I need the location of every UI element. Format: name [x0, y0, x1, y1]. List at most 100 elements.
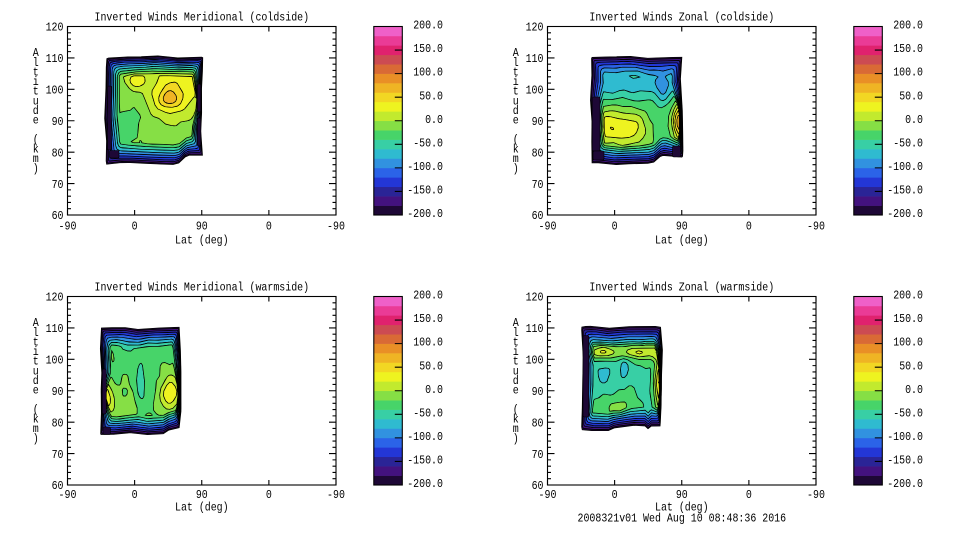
svg-text:120: 120	[46, 21, 64, 35]
svg-text:150.0: 150.0	[413, 312, 443, 326]
svg-text:l: l	[33, 326, 39, 340]
svg-text:80: 80	[52, 416, 64, 430]
svg-text:Lat (deg): Lat (deg)	[655, 234, 709, 248]
svg-text:-90: -90	[59, 220, 77, 234]
svg-text:-150.0: -150.0	[887, 454, 923, 468]
svg-text:90: 90	[196, 488, 208, 502]
svg-text:90: 90	[676, 220, 688, 234]
svg-text:50.0: 50.0	[899, 89, 923, 103]
svg-text:k: k	[33, 413, 39, 427]
svg-text:l: l	[513, 326, 519, 340]
svg-text:d: d	[513, 104, 519, 118]
svg-text:90: 90	[532, 385, 544, 399]
svg-text:t: t	[513, 85, 519, 99]
svg-text:-150.0: -150.0	[887, 184, 923, 198]
svg-text:50.0: 50.0	[419, 359, 443, 373]
svg-text:80: 80	[532, 146, 544, 160]
svg-text:60: 60	[52, 209, 64, 223]
svg-text:-200.0: -200.0	[407, 477, 443, 491]
svg-text:60: 60	[532, 479, 544, 493]
svg-text:50.0: 50.0	[419, 89, 443, 103]
svg-text:110: 110	[46, 52, 64, 66]
svg-text:100: 100	[46, 84, 64, 98]
svg-text:e: e	[513, 384, 519, 398]
svg-text:70: 70	[52, 448, 64, 462]
svg-text:200.0: 200.0	[893, 289, 923, 303]
svg-text:l: l	[33, 56, 39, 70]
svg-text:90: 90	[532, 115, 544, 129]
svg-text:70: 70	[532, 448, 544, 462]
svg-text:90: 90	[52, 115, 64, 129]
svg-text:60: 60	[532, 209, 544, 223]
svg-text:i: i	[513, 75, 519, 89]
svg-text:0: 0	[746, 488, 752, 502]
svg-text:-50.0: -50.0	[413, 406, 443, 420]
svg-text:Inverted Winds Zonal (coldside: Inverted Winds Zonal (coldside)	[589, 10, 774, 24]
svg-text:70: 70	[52, 178, 64, 192]
svg-text:-100.0: -100.0	[887, 430, 923, 444]
svg-text:0: 0	[132, 488, 138, 502]
svg-text:i: i	[513, 345, 519, 359]
svg-text:d: d	[33, 374, 39, 388]
svg-text:A: A	[513, 46, 519, 60]
svg-text:u: u	[513, 364, 519, 378]
svg-text:(: (	[33, 403, 39, 417]
svg-text:-150.0: -150.0	[407, 454, 443, 468]
svg-text:t: t	[513, 355, 519, 369]
svg-text:110: 110	[46, 322, 64, 336]
svg-text:-90: -90	[327, 488, 345, 502]
svg-text:-100.0: -100.0	[407, 430, 443, 444]
svg-text:u: u	[513, 94, 519, 108]
svg-text:A: A	[33, 316, 39, 330]
svg-text:0: 0	[612, 488, 618, 502]
svg-text:-100.0: -100.0	[407, 160, 443, 174]
svg-text:Inverted Winds Zonal (warmside: Inverted Winds Zonal (warmside)	[589, 280, 774, 294]
svg-text:t: t	[513, 66, 519, 80]
svg-text:120: 120	[526, 291, 544, 305]
svg-text:0.0: 0.0	[425, 383, 443, 397]
svg-text:k: k	[33, 143, 39, 157]
svg-text:0: 0	[266, 488, 272, 502]
svg-text:A: A	[33, 46, 39, 60]
svg-text:u: u	[33, 94, 39, 108]
svg-text:100.0: 100.0	[413, 66, 443, 80]
svg-text:Inverted Winds Meridional (col: Inverted Winds Meridional (coldside)	[95, 10, 310, 24]
svg-text:0: 0	[612, 220, 618, 234]
svg-text:): )	[513, 162, 519, 176]
svg-text:120: 120	[46, 291, 64, 305]
svg-text:m: m	[513, 152, 519, 166]
svg-text:-200.0: -200.0	[887, 207, 923, 221]
svg-text:t: t	[33, 66, 39, 80]
svg-text:(: (	[513, 403, 519, 417]
svg-text:-50.0: -50.0	[893, 406, 923, 420]
svg-text:-50.0: -50.0	[413, 136, 443, 150]
svg-text:0.0: 0.0	[905, 383, 923, 397]
svg-text:100.0: 100.0	[893, 336, 923, 350]
svg-text:60: 60	[52, 479, 64, 493]
svg-text:80: 80	[52, 146, 64, 160]
svg-text:200.0: 200.0	[893, 19, 923, 33]
svg-text:Inverted Winds Meridional (war: Inverted Winds Meridional (warmside)	[95, 280, 310, 294]
svg-text:(: (	[33, 133, 39, 147]
svg-text:90: 90	[196, 220, 208, 234]
svg-text:l: l	[513, 56, 519, 70]
svg-text:150.0: 150.0	[893, 42, 923, 56]
svg-text:-90: -90	[539, 220, 557, 234]
svg-text:0: 0	[266, 220, 272, 234]
svg-text:t: t	[513, 336, 519, 350]
svg-text:120: 120	[526, 21, 544, 35]
svg-text:0: 0	[132, 220, 138, 234]
svg-text:150.0: 150.0	[413, 42, 443, 56]
svg-text:-150.0: -150.0	[407, 184, 443, 198]
svg-text:m: m	[33, 152, 39, 166]
svg-text:): )	[33, 162, 39, 176]
svg-text:i: i	[33, 75, 39, 89]
svg-text:90: 90	[52, 385, 64, 399]
svg-text:0.0: 0.0	[905, 113, 923, 127]
svg-text:100.0: 100.0	[893, 66, 923, 80]
svg-text:m: m	[513, 422, 519, 436]
svg-text:(: (	[513, 133, 519, 147]
svg-text:-200.0: -200.0	[887, 477, 923, 491]
svg-text:100: 100	[526, 354, 544, 368]
svg-text:): )	[513, 432, 519, 446]
